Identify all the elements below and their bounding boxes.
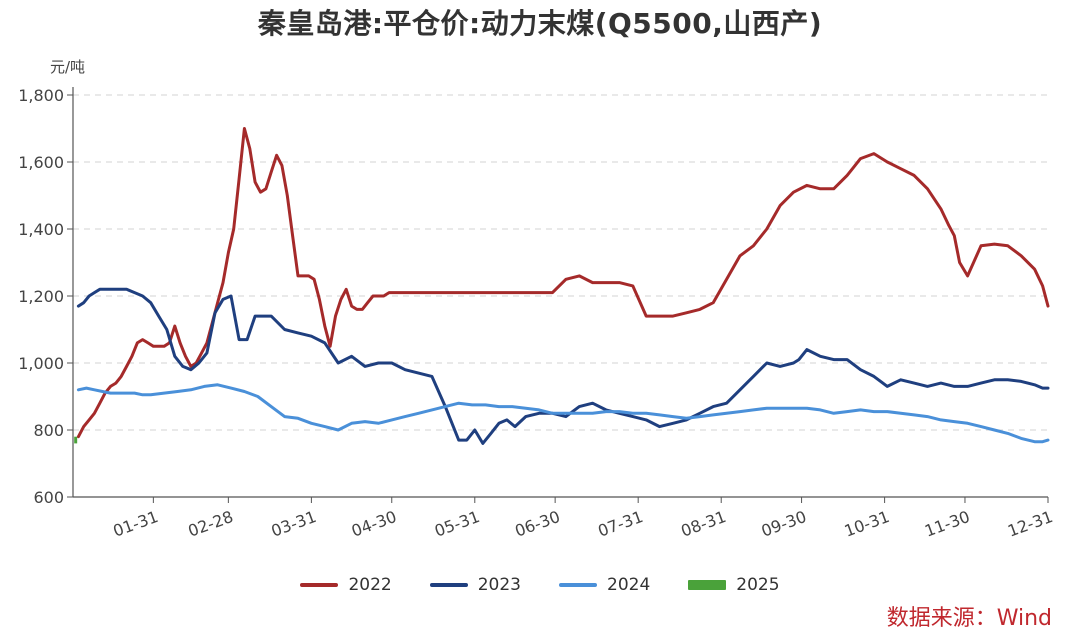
chart-title: 秦皇岛港:平仓价:动力末煤(Q5500,山西产): [257, 7, 823, 40]
grid-lines: [73, 94, 1048, 431]
xtick-label: 01-31: [111, 507, 161, 541]
series-2024-line: [76, 383, 1050, 444]
xtick-label: 06-30: [512, 507, 562, 541]
ylabel: 元/吨: [50, 58, 85, 76]
legend-swatch: [429, 583, 468, 587]
ytick-label: 1,800: [18, 86, 64, 105]
legend-item-2023[interactable]: 2023: [429, 575, 521, 595]
source-note: 数据来源：Wind: [886, 606, 1052, 631]
series-lines: [74, 127, 1050, 445]
ytick-label: 800: [33, 421, 64, 440]
xtick-label: 08-31: [678, 507, 728, 541]
xtick-label: 02-28: [186, 507, 236, 541]
legend-item-2024[interactable]: 2024: [559, 575, 650, 595]
legend-swatch: [300, 583, 339, 587]
legend-swatch: [559, 583, 597, 587]
tick-labels: 600 800 1,000 1,200 1,400 1,600 1,800 元/吨 01-31 0…: [18, 58, 1055, 541]
xtick-label: 12-31: [1005, 507, 1055, 541]
legend-label: 2024: [607, 575, 651, 595]
axes: [67, 87, 1049, 503]
legend-swatch: [688, 580, 727, 590]
xtick-label: 09-30: [759, 507, 809, 541]
ytick-label: 1,000: [18, 354, 64, 373]
legend-item-2022[interactable]: 2022: [300, 575, 392, 595]
ytick-label: 600: [33, 488, 64, 507]
xtick-label: 11-30: [922, 507, 972, 541]
series-2025-bar: [74, 436, 78, 444]
legend-label: 2023: [477, 575, 521, 595]
xtick-label: 04-30: [349, 507, 399, 541]
series-2022-line: [76, 127, 1050, 439]
legend: 2022 2023 2024 2025: [0, 575, 1080, 595]
ytick-label: 1,400: [18, 220, 64, 239]
xtick-label: 10-31: [842, 507, 892, 541]
series-2023-line: [76, 287, 1050, 445]
xtick-label: 07-31: [595, 507, 645, 541]
xtick-label: 03-31: [269, 507, 319, 541]
ytick-label: 1,600: [18, 153, 64, 172]
legend-label: 2025: [736, 575, 780, 595]
legend-item-2025[interactable]: 2025: [688, 575, 780, 595]
ytick-label: 1,200: [18, 287, 64, 306]
xtick-label: 05-31: [432, 507, 482, 541]
legend-label: 2022: [348, 575, 392, 595]
